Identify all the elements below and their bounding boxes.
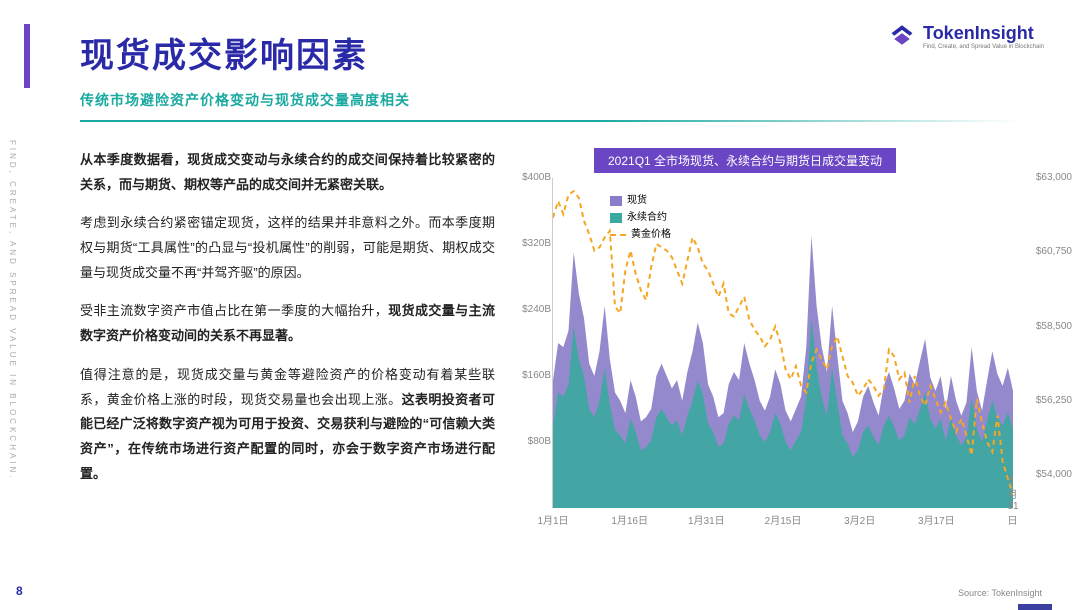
y-left-label: $160B (522, 370, 551, 381)
y-right-label: $56,250 (1036, 395, 1072, 406)
page-title: 现货成交影响因素 (80, 28, 368, 77)
x-label: 1月31日 (688, 512, 725, 527)
page-number: 8 (16, 584, 23, 598)
legend-swatch-spot (610, 196, 622, 206)
legend-spot: 现货 (627, 192, 647, 209)
legend-gold: 黄金价格 (631, 226, 671, 243)
chart: 2021Q1 全市场现货、永续合约与期货日成交量变动 $80B $160B $240… (514, 148, 1052, 558)
accent-bar (24, 24, 30, 88)
y-left-label: $320B (522, 238, 551, 249)
legend-perp: 永续合约 (627, 209, 667, 226)
p2: 考虑到永续合约紧密锚定现货，这样的结果并非意料之外。而本季度期权与期货“工具属性… (80, 211, 495, 285)
y-right-label: $58,500 (1036, 321, 1072, 332)
logo-tagline: Find, Create, and Spread Value in Blockc… (923, 44, 1044, 51)
x-label: 3月17日 (918, 512, 955, 527)
x-label: 1月1日 (537, 512, 568, 527)
body-text: 从本季度数据看，现货成交变动与永续合约的成交间保持着比较紧密的关系，而与期货、期… (80, 148, 495, 500)
logo-brand: TokenInsight (923, 24, 1044, 44)
legend-swatch-gold (610, 234, 626, 236)
y-right-label: $63,000 (1036, 172, 1072, 183)
legend-swatch-perp (610, 213, 622, 223)
y-right-label: $54,000 (1036, 469, 1072, 480)
side-tagline: FIND, CREATE, AND SPREAD VALUE IN BLOCKC… (8, 140, 17, 481)
subtitle-underline (80, 120, 1020, 122)
y-left-label: $400B (522, 172, 551, 183)
y-right-label: $60,750 (1036, 246, 1072, 257)
y-left-label: $80B (528, 436, 551, 447)
x-label: 1月16日 (611, 512, 648, 527)
brand-logo: TokenInsight Find, Create, and Spread Va… (889, 24, 1044, 50)
page-subtitle: 传统市场避险资产价格变动与现货成交量高度相关 (80, 90, 410, 110)
p1-bold: 从本季度数据看，现货成交变动与永续合约的成交间保持着比较紧密的关系，而与期货、期… (80, 152, 495, 192)
x-label: 2月15日 (765, 512, 802, 527)
logo-icon (889, 24, 915, 50)
chart-legend: 现货 永续合约 黄金价格 (610, 192, 671, 243)
source-text: Source: TokenInsight (958, 588, 1042, 598)
corner-accent (1018, 604, 1052, 610)
y-left-label: $240B (522, 304, 551, 315)
p3a: 受非主流数字资产市值占比在第一季度的大幅抬升， (80, 303, 388, 318)
chart-title: 2021Q1 全市场现货、永续合约与期货日成交量变动 (594, 148, 896, 173)
x-label: 3月31日 (1007, 475, 1018, 527)
x-label: 3月2日 (844, 512, 875, 527)
